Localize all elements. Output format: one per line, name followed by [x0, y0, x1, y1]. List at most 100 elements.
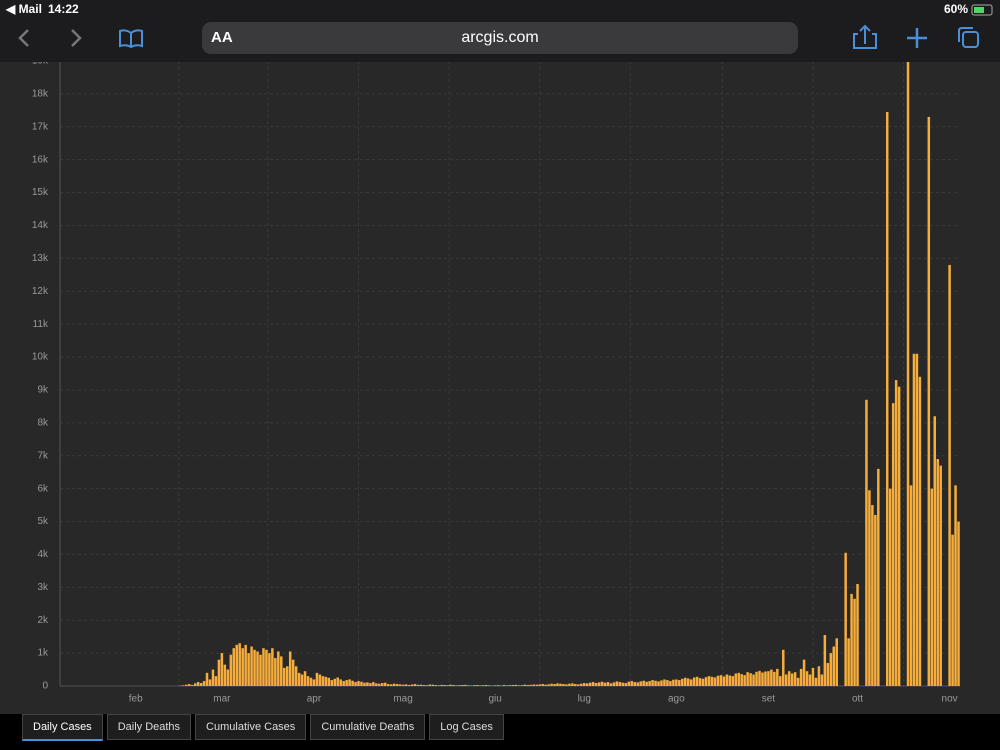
bar: [666, 680, 669, 686]
bar: [728, 675, 732, 686]
bar: [425, 685, 429, 686]
y-tick-label: 10k: [32, 352, 49, 363]
x-tick-label: ott: [852, 694, 863, 705]
bar: [550, 683, 553, 686]
bar: [294, 666, 298, 686]
bar: [416, 684, 420, 686]
bar: [318, 674, 322, 686]
bar: [283, 667, 286, 686]
tab[interactable]: Cumulative Deaths: [310, 714, 426, 740]
bar: [357, 681, 360, 686]
bar: [672, 679, 675, 686]
y-tick-label: 1k: [37, 648, 49, 659]
bar: [713, 677, 717, 686]
tab[interactable]: Log Cases: [429, 714, 504, 740]
bar: [767, 671, 770, 686]
new-tab[interactable]: [907, 28, 927, 48]
bar: [505, 685, 509, 686]
bar: [476, 685, 479, 686]
bar: [241, 648, 244, 686]
x-tick-label: mar: [213, 694, 231, 705]
tab[interactable]: Daily Deaths: [106, 714, 192, 740]
bar: [256, 651, 259, 686]
y-tick-label: 5k: [37, 516, 49, 527]
bar: [749, 673, 752, 686]
bar: [627, 681, 631, 686]
bar: [271, 648, 274, 686]
bar: [288, 651, 292, 686]
bar: [190, 685, 194, 686]
bar: [404, 684, 408, 686]
bar: [351, 680, 354, 686]
bar: [556, 683, 559, 686]
bar: [437, 685, 440, 686]
bar: [333, 678, 336, 686]
bar: [684, 677, 687, 686]
bar: [773, 671, 776, 686]
bar: [452, 685, 455, 686]
bar: [832, 646, 836, 686]
forward[interactable]: [71, 29, 82, 47]
bar: [725, 674, 729, 686]
bar: [814, 677, 818, 686]
x-tick-label: set: [762, 694, 776, 705]
bar: [957, 521, 960, 686]
bar: [223, 664, 227, 686]
bar: [482, 685, 485, 686]
bar: [894, 380, 898, 686]
bar: [339, 679, 342, 686]
back[interactable]: [18, 29, 29, 47]
tab[interactable]: Cumulative Cases: [195, 714, 307, 740]
bar: [253, 649, 256, 686]
bar: [413, 684, 417, 686]
bar: [324, 676, 328, 686]
y-tick-label: 8k: [37, 417, 49, 428]
battery-level: [974, 7, 984, 13]
bar: [422, 685, 426, 686]
bar: [274, 658, 277, 686]
battery-icon: [971, 4, 993, 16]
x-tick-label: giu: [488, 694, 501, 705]
tab[interactable]: Daily Cases: [22, 714, 103, 741]
bar: [541, 684, 544, 686]
bar: [951, 534, 954, 686]
bar: [618, 682, 622, 686]
bar: [265, 649, 268, 686]
bar: [660, 680, 663, 686]
bar: [802, 659, 806, 686]
bar: [410, 684, 414, 686]
bar: [208, 679, 212, 686]
y-tick-label: 18k: [32, 89, 49, 100]
bar: [686, 678, 690, 686]
bar: [885, 111, 889, 687]
bar: [496, 685, 500, 686]
bar: [826, 662, 830, 686]
bar: [746, 672, 749, 686]
bar: [692, 677, 696, 686]
back-to-app[interactable]: ◀ Mail: [6, 2, 42, 16]
share[interactable]: [853, 24, 877, 49]
bar: [182, 685, 185, 686]
x-tick-label: lug: [578, 694, 591, 705]
bar: [829, 653, 833, 686]
address-bar[interactable]: AA arcgis.com: [202, 22, 798, 54]
bar: [479, 685, 482, 686]
bar: [440, 684, 443, 686]
bar: [793, 672, 797, 686]
bar: [850, 593, 853, 686]
bar: [235, 644, 238, 686]
bar: [386, 684, 390, 686]
bar: [214, 676, 218, 686]
bar: [244, 644, 247, 686]
bar: [636, 682, 639, 686]
bar: [461, 685, 464, 686]
tabs[interactable]: [962, 31, 979, 48]
bar: [327, 677, 331, 686]
text-size[interactable]: AA: [211, 29, 233, 46]
bar: [407, 685, 411, 686]
bar: [612, 682, 616, 686]
bookmarks[interactable]: [119, 29, 143, 49]
bar: [375, 683, 378, 686]
bar: [588, 682, 592, 686]
bar: [574, 684, 577, 686]
